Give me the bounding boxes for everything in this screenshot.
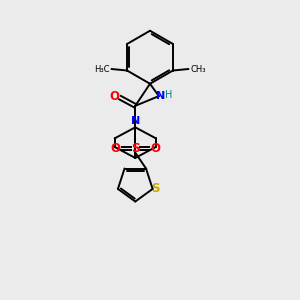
- Text: S: S: [151, 182, 160, 195]
- Text: N: N: [156, 91, 165, 101]
- Text: CH₃: CH₃: [190, 64, 206, 74]
- Text: S: S: [131, 142, 140, 155]
- Text: O: O: [110, 142, 121, 155]
- Text: O: O: [150, 142, 160, 155]
- Text: H₃C: H₃C: [94, 64, 110, 74]
- Text: O: O: [110, 90, 120, 103]
- Text: N: N: [131, 116, 140, 126]
- Text: H: H: [165, 90, 172, 100]
